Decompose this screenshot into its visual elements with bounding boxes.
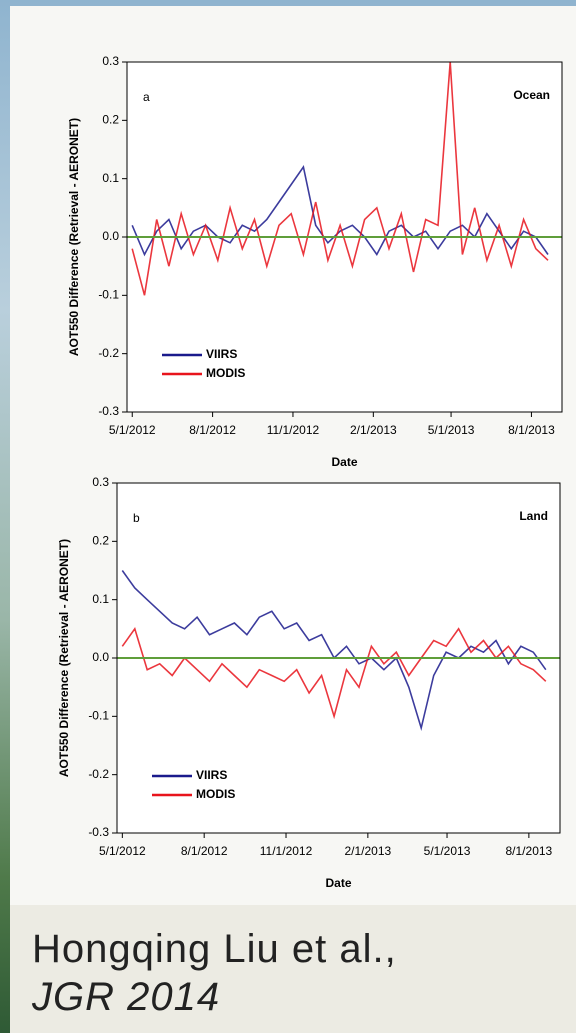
x-axis-label: Date xyxy=(325,876,351,890)
y-tick-label: -0.3 xyxy=(88,825,109,839)
y-tick-label: -0.2 xyxy=(98,346,119,360)
y-tick-label: 0.1 xyxy=(92,592,109,606)
panel-annotation: Ocean xyxy=(513,88,550,102)
caption-source: JGR 2014 xyxy=(32,975,221,1019)
y-tick-label: 0.2 xyxy=(92,534,109,548)
y-axis-label: AOT550 Difference (Retrieval - AERONET) xyxy=(67,118,81,356)
legend-label: MODIS xyxy=(196,787,235,801)
x-tick-label: 8/1/2012 xyxy=(181,844,228,858)
series-line xyxy=(131,61,549,296)
x-tick-label: 5/1/2012 xyxy=(99,844,146,858)
panel-label: a xyxy=(143,90,150,104)
x-tick-label: 11/1/2012 xyxy=(267,423,320,437)
y-tick-label: -0.1 xyxy=(88,709,109,723)
y-tick-label: 0.3 xyxy=(92,475,109,489)
x-tick-label: 5/1/2013 xyxy=(428,423,475,437)
legend-label: VIIRS xyxy=(206,347,237,361)
x-axis-label: Date xyxy=(331,455,357,469)
series-line xyxy=(131,165,549,257)
x-tick-label: 2/1/2013 xyxy=(350,423,397,437)
x-tick-label: 11/1/2012 xyxy=(260,844,313,858)
y-axis-label: AOT550 Difference (Retrieval - AERONET) xyxy=(57,539,71,777)
y-tick-label: 0.3 xyxy=(102,54,119,68)
series-line xyxy=(121,627,547,720)
x-tick-label: 8/1/2012 xyxy=(189,423,236,437)
y-tick-label: -0.2 xyxy=(88,767,109,781)
panel-annotation: Land xyxy=(519,509,548,523)
x-tick-label: 2/1/2013 xyxy=(344,844,391,858)
x-tick-label: 5/1/2013 xyxy=(424,844,471,858)
legend-label: MODIS xyxy=(206,366,245,380)
plot-frame xyxy=(126,61,563,413)
caption: Hongqing Liu et al., JGR 2014 xyxy=(10,905,576,1033)
y-tick-label: 0.1 xyxy=(102,171,119,185)
y-tick-label: -0.1 xyxy=(98,288,119,302)
x-tick-label: 8/1/2013 xyxy=(508,423,555,437)
x-tick-label: 8/1/2013 xyxy=(506,844,553,858)
y-tick-label: 0.0 xyxy=(92,650,109,664)
y-tick-label: 0.2 xyxy=(102,113,119,127)
figure: -0.3 -0.2 -0.1 0.0 0.1 0.2 0.3 5/1/2012 8/1/2012… xyxy=(57,54,563,890)
caption-author: Hongqing Liu et al., xyxy=(32,927,397,971)
panel-label: b xyxy=(133,511,140,525)
x-tick-label: 5/1/2012 xyxy=(109,423,156,437)
legend-label: VIIRS xyxy=(196,768,227,782)
plot-frame xyxy=(116,482,561,834)
y-tick-label: -0.3 xyxy=(98,404,119,418)
y-tick-label: 0.0 xyxy=(102,229,119,243)
